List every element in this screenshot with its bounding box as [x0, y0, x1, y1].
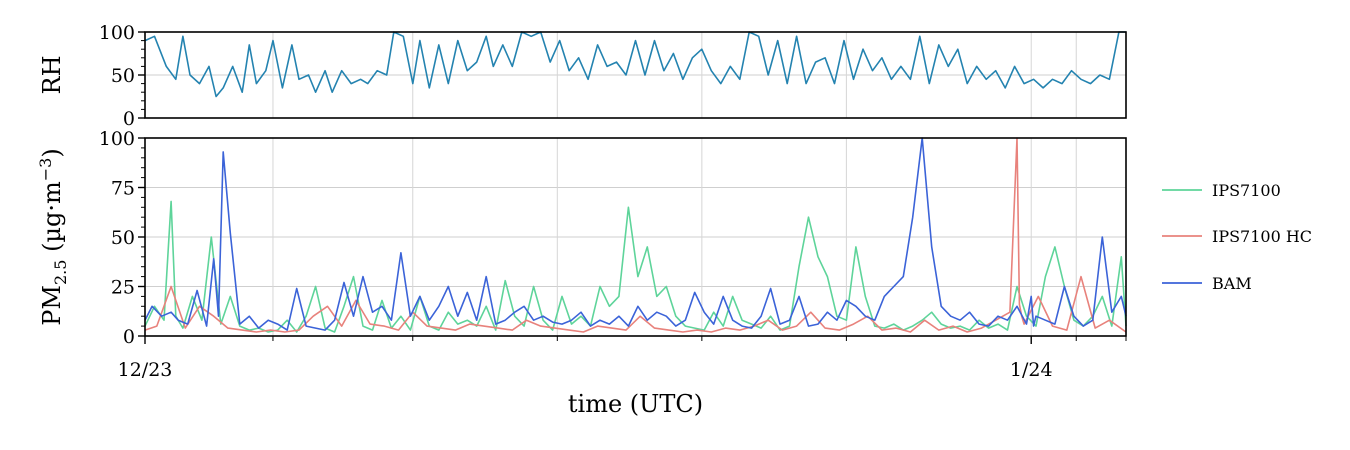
pm-ylabel-rest: (µg·m — [38, 181, 66, 260]
legend: IPS7100 IPS7100 HC BAM — [1162, 181, 1312, 293]
pm-xtick-label: 12/23 — [118, 359, 173, 381]
pm-series-ips7100-hc — [144, 137, 1127, 333]
pm-ylabel-sup: −3 — [36, 158, 55, 182]
pm-series — [144, 137, 1127, 333]
pm-series-bam — [144, 137, 1127, 331]
rh-yticks: 0 50 100 — [99, 22, 145, 130]
rh-panel: 0 50 100 RH — [38, 22, 1127, 130]
legend-label-ips7100-hc: IPS7100 HC — [1212, 227, 1312, 246]
rh-ytick-label: 100 — [99, 22, 135, 44]
legend-label-bam: BAM — [1212, 274, 1252, 293]
pm-ylabel-main: PM — [38, 285, 66, 326]
pm-ytick-label: 75 — [111, 178, 135, 200]
pm-xlabel: time (UTC) — [568, 390, 703, 418]
rh-ylabel: RH — [38, 56, 66, 95]
pm-ylabel: PM2.5 (µg·m−3) — [36, 148, 70, 326]
pm-ylabel-sub: 2.5 — [51, 260, 70, 285]
pm-ylabel-end: ) — [38, 148, 66, 157]
pm-xticks: 12/23 1/24 — [118, 336, 1127, 381]
rh-ytick-label: 50 — [111, 65, 135, 87]
rh-series — [144, 31, 1126, 98]
pm-ytick-label: 50 — [111, 227, 135, 249]
pm-panel: 0 25 50 75 100 12/23 1/24 PM2.5 (µg·m−3) time… — [36, 128, 1127, 418]
pm-ytick-label: 0 — [123, 326, 135, 348]
pm-ytick-label: 25 — [111, 277, 135, 299]
legend-label-ips7100: IPS7100 — [1212, 181, 1281, 200]
pm-xtick-label: 1/24 — [1010, 359, 1053, 381]
rh-ytick-label: 0 — [123, 108, 135, 130]
pm-series-ips7100 — [144, 200, 1127, 333]
pm-ytick-label: 100 — [99, 128, 135, 150]
rh-series-line0 — [144, 31, 1126, 98]
pm-yticks: 0 25 50 75 100 — [99, 128, 145, 348]
